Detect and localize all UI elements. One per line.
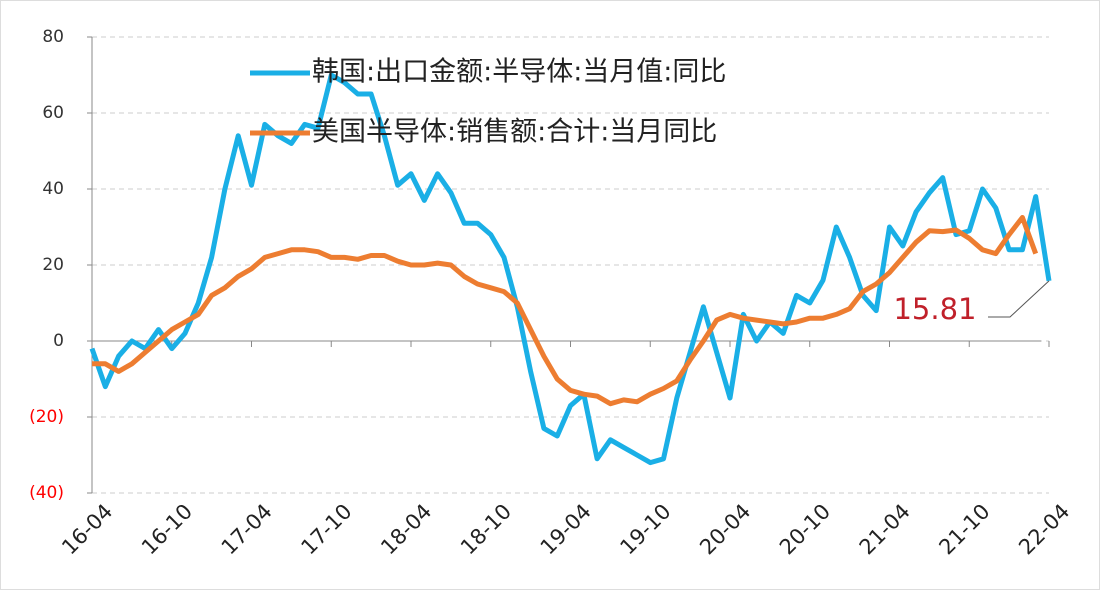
y-tick-label: 20 [42, 255, 64, 275]
y-tick-label: (20) [29, 407, 64, 427]
y-tick-label: 0 [53, 331, 64, 351]
y-tick-label: (40) [29, 483, 64, 503]
annotation: 15.81 [893, 292, 976, 326]
series-line [92, 215, 1039, 407]
y-tick-label: 80 [42, 27, 64, 47]
series-line [89, 72, 1052, 466]
y-tick-label: 60 [42, 103, 64, 123]
legend-label: 美国半导体:销售额:合计:当月同比 [312, 117, 717, 148]
legend-label: 韩国:出口金额:半导体:当月值:同比 [312, 57, 726, 88]
annotation-leader [988, 280, 1050, 318]
y-tick-label: 40 [42, 179, 64, 199]
